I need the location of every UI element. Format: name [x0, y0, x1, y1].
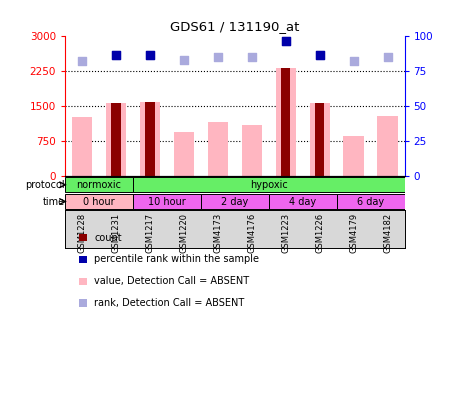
Bar: [337, 194, 405, 209]
Title: GDS61 / 131190_at: GDS61 / 131190_at: [170, 20, 299, 33]
Bar: [315, 103, 324, 177]
Bar: [201, 194, 269, 209]
Point: [146, 52, 153, 59]
Text: GSM1228: GSM1228: [78, 213, 86, 253]
Bar: [140, 102, 160, 177]
Bar: [106, 103, 126, 177]
Bar: [269, 194, 337, 209]
Text: GSM1220: GSM1220: [179, 213, 188, 253]
Text: 4 day: 4 day: [289, 196, 316, 207]
Point: [113, 52, 120, 59]
Bar: [72, 117, 92, 177]
Text: 0 hour: 0 hour: [83, 196, 115, 207]
Text: GSM1226: GSM1226: [315, 213, 324, 253]
Bar: [208, 122, 228, 177]
Bar: [133, 194, 201, 209]
Bar: [146, 102, 154, 177]
Text: GSM4173: GSM4173: [213, 213, 222, 253]
Point: [146, 52, 153, 59]
Point: [214, 53, 222, 60]
Text: GSM4176: GSM4176: [247, 213, 256, 253]
Bar: [310, 103, 330, 177]
Text: GSM1231: GSM1231: [112, 213, 120, 253]
Point: [180, 56, 187, 63]
Text: GSM1223: GSM1223: [281, 213, 290, 253]
Text: hypoxic: hypoxic: [250, 180, 288, 190]
Point: [316, 52, 324, 59]
Point: [282, 38, 289, 44]
Text: time: time: [43, 196, 65, 207]
Text: protocol: protocol: [26, 180, 65, 190]
Text: count: count: [94, 232, 122, 243]
Text: normoxic: normoxic: [77, 180, 121, 190]
Point: [316, 52, 324, 59]
Bar: [133, 177, 405, 192]
Text: 6 day: 6 day: [357, 196, 384, 207]
Text: GSM4182: GSM4182: [383, 213, 392, 253]
Bar: [65, 177, 133, 192]
Bar: [242, 125, 262, 177]
Point: [78, 58, 86, 64]
Point: [384, 53, 392, 60]
Point: [282, 38, 289, 44]
Text: value, Detection Call = ABSENT: value, Detection Call = ABSENT: [94, 276, 250, 286]
Text: 2 day: 2 day: [221, 196, 248, 207]
Bar: [112, 103, 120, 177]
Bar: [378, 116, 398, 177]
Bar: [276, 68, 296, 177]
Text: rank, Detection Call = ABSENT: rank, Detection Call = ABSENT: [94, 298, 245, 308]
Point: [113, 52, 120, 59]
Text: 10 hour: 10 hour: [148, 196, 186, 207]
Bar: [281, 68, 290, 177]
Text: GSM1217: GSM1217: [146, 213, 154, 253]
Bar: [344, 135, 364, 177]
Bar: [65, 194, 133, 209]
Text: percentile rank within the sample: percentile rank within the sample: [94, 254, 259, 265]
Text: GSM4179: GSM4179: [349, 213, 358, 253]
Bar: [174, 132, 194, 177]
Point: [350, 58, 357, 64]
Point: [248, 53, 256, 60]
